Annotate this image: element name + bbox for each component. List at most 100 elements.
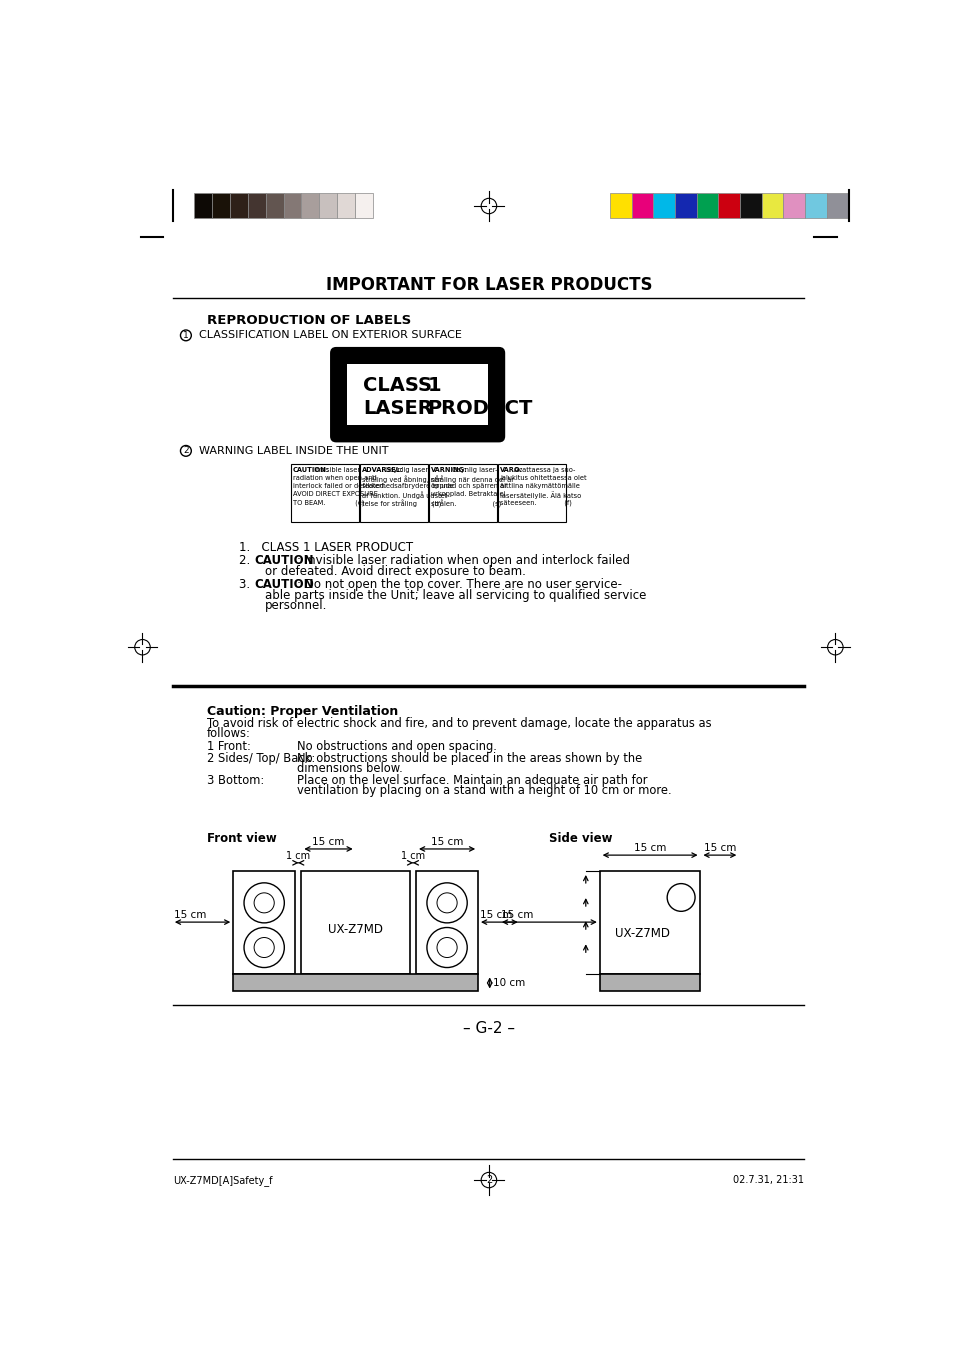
Bar [319, 193, 336, 219]
Text: able parts inside the Unit; leave all servicing to qualified service: able parts inside the Unit; leave all se… [265, 589, 645, 601]
Text: : Do not open the top cover. There are no user service-: : Do not open the top cover. There are n… [297, 578, 622, 590]
Text: UX-Z7MD: UX-Z7MD [328, 923, 383, 936]
Text: 3 Bottom:: 3 Bottom: [207, 774, 264, 788]
Text: TO BEAM.              (e): TO BEAM. (e) [293, 500, 364, 505]
Text: telse for stråling       (d): telse for stråling (d) [361, 500, 440, 508]
Text: 15 cm: 15 cm [634, 843, 665, 852]
Text: Side view: Side view [549, 832, 612, 844]
Text: : Invisible laser radiation when open and interlock failed: : Invisible laser radiation when open an… [297, 554, 630, 567]
Text: 2: 2 [183, 446, 189, 455]
Text: radiation when open and: radiation when open and [293, 476, 376, 481]
Text: stråling ved åbning, når: stråling ved åbning, når [361, 476, 441, 482]
Bar [631, 193, 653, 219]
Text: ventilation by placing on a stand with a height of 10 cm or more.: ventilation by placing on a stand with a… [297, 785, 672, 797]
Bar [718, 193, 740, 219]
Bar [826, 193, 847, 219]
Bar [674, 193, 696, 219]
Text: PRODUCT: PRODUCT [427, 399, 533, 417]
Text: sikkerhedsafbrydere er ude: sikkerhedsafbrydere er ude [361, 484, 454, 489]
Text: – G-2 –: – G-2 – [462, 1020, 515, 1036]
Text: CAUTION:: CAUTION: [293, 467, 329, 473]
Text: 1 cm: 1 cm [286, 851, 310, 861]
Bar [599, 870, 700, 974]
Text: No obstructions and open spacing.: No obstructions and open spacing. [297, 739, 497, 753]
Text: No obstructions should be placed in the areas shown by the: No obstructions should be placed in the … [297, 753, 642, 765]
Bar [301, 193, 319, 219]
Text: jalukitus ohitettaessa olet: jalukitus ohitettaessa olet [499, 476, 586, 481]
Text: 1 cm: 1 cm [400, 851, 425, 861]
Text: REPRODUCTION OF LABELS: REPRODUCTION OF LABELS [207, 313, 411, 327]
Bar [194, 193, 212, 219]
Text: öppnad och spärren är: öppnad och spärren är [431, 484, 506, 489]
Bar [233, 974, 477, 992]
Text: säteeseen.             (f): säteeseen. (f) [499, 500, 571, 505]
Text: VARO:: VARO: [499, 467, 522, 473]
Bar [497, 463, 566, 521]
Bar [233, 870, 294, 974]
FancyBboxPatch shape [330, 347, 505, 442]
Text: UX-Z7MD[A]Safety_f: UX-Z7MD[A]Safety_f [173, 1174, 273, 1186]
Text: 15 cm: 15 cm [703, 843, 735, 852]
Text: follows:: follows: [207, 727, 251, 740]
Bar [782, 193, 804, 219]
Bar [347, 363, 488, 426]
Text: Usynlig laser-: Usynlig laser- [383, 467, 430, 473]
Text: To avoid risk of electric shock and fire, and to prevent damage, locate the appa: To avoid risk of electric shock and fire… [207, 717, 711, 731]
Bar [599, 974, 700, 992]
Text: 2.: 2. [239, 554, 258, 567]
Bar [301, 870, 410, 974]
Bar [653, 193, 674, 219]
Bar [760, 193, 782, 219]
Text: strålen.                 (s): strålen. (s) [431, 500, 500, 508]
Bar [283, 193, 301, 219]
Bar [416, 870, 477, 974]
Text: or defeated. Avoid direct exposure to beam.: or defeated. Avoid direct exposure to be… [265, 565, 525, 578]
Text: Place on the level surface. Maintain an adequate air path for: Place on the level surface. Maintain an … [297, 774, 647, 788]
Bar [248, 193, 266, 219]
Text: Avattaessa ja suo-: Avattaessa ja suo- [511, 467, 575, 473]
Text: 10 cm: 10 cm [493, 978, 524, 988]
Bar [696, 193, 718, 219]
Text: 1: 1 [427, 376, 441, 394]
Text: personnel.: personnel. [265, 600, 327, 612]
Bar [291, 463, 359, 521]
Text: CLASSIFICATION LABEL ON EXTERIOR SURFACE: CLASSIFICATION LABEL ON EXTERIOR SURFACE [199, 331, 461, 340]
Text: 1.   CLASS 1 LASER PRODUCT: 1. CLASS 1 LASER PRODUCT [239, 540, 413, 554]
Text: CLASS: CLASS [363, 376, 432, 394]
Text: VARNING:: VARNING: [431, 467, 467, 473]
Text: 2 Sides/ Top/ Back:: 2 Sides/ Top/ Back: [207, 753, 314, 765]
Text: 3.: 3. [239, 578, 257, 590]
Bar [212, 193, 230, 219]
Text: 15 cm: 15 cm [431, 836, 463, 847]
Text: 2: 2 [485, 1175, 492, 1185]
Bar [230, 193, 248, 219]
Bar [336, 193, 355, 219]
Text: alttiina näkymättömälle: alttiina näkymättömälle [499, 484, 579, 489]
Text: interlock failed or defeated.: interlock failed or defeated. [293, 484, 386, 489]
Text: 1: 1 [183, 331, 189, 340]
Text: 1 Front:: 1 Front: [207, 739, 251, 753]
Bar [355, 193, 373, 219]
Text: dimensions below.: dimensions below. [297, 762, 403, 775]
Text: Osynlig laser-: Osynlig laser- [450, 467, 497, 473]
Text: Invisible laser: Invisible laser [312, 467, 360, 473]
Text: 15 cm: 15 cm [174, 909, 207, 920]
Text: af funktion. Undgå udsæt-: af funktion. Undgå udsæt- [361, 492, 449, 499]
Text: urkopplad. Betrakta ej: urkopplad. Betrakta ej [431, 492, 505, 497]
Text: CAUTION: CAUTION [254, 554, 314, 567]
Text: ADVARSEL:: ADVARSEL: [361, 467, 403, 473]
Bar [609, 193, 631, 219]
Text: UX-Z7MD: UX-Z7MD [615, 927, 669, 940]
Text: LASER: LASER [363, 399, 433, 417]
Text: 15 cm: 15 cm [480, 909, 513, 920]
Text: 02.7.31, 21:31: 02.7.31, 21:31 [733, 1175, 803, 1185]
Text: IMPORTANT FOR LASER PRODUCTS: IMPORTANT FOR LASER PRODUCTS [325, 277, 652, 295]
Text: stråling när denna del är: stråling när denna del är [431, 476, 514, 482]
Text: WARNING LABEL INSIDE THE UNIT: WARNING LABEL INSIDE THE UNIT [199, 446, 388, 455]
Bar [804, 193, 826, 219]
Text: Caution: Proper Ventilation: Caution: Proper Ventilation [207, 705, 397, 717]
Text: 15 cm: 15 cm [312, 836, 344, 847]
Bar [740, 193, 760, 219]
Text: CAUTION: CAUTION [254, 578, 314, 590]
Bar [266, 193, 283, 219]
